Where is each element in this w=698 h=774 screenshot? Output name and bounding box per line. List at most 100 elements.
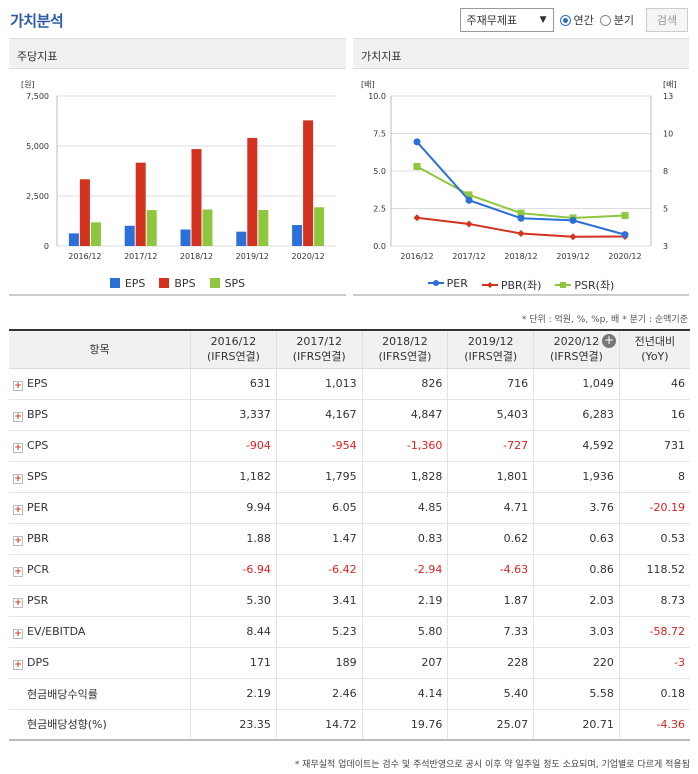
- table-cell: 4,847: [361, 399, 448, 431]
- table-cell: 4,167: [275, 399, 363, 431]
- x-tick-label: 2017/12: [124, 252, 157, 261]
- y-tick-label: 7,500: [26, 92, 49, 101]
- y-tick-label-right: 8: [663, 167, 668, 176]
- expand-plus-icon[interactable]: +: [13, 535, 23, 546]
- legend-label: PSR(좌): [574, 279, 615, 292]
- table-cell: 228: [447, 647, 534, 679]
- row-label[interactable]: + PCR: [9, 554, 191, 586]
- table-row: 현금배당수익률 2.19 2.46 4.14 5.40 5.58 0.18: [9, 678, 690, 710]
- y-tick-label-right: 3: [663, 242, 668, 251]
- table-cell: -727: [447, 430, 534, 462]
- table-cell: 4,592: [533, 430, 620, 462]
- row-label[interactable]: + PSR: [9, 585, 191, 617]
- legend-item[interactable]: PER: [427, 277, 468, 293]
- bar-eps: [236, 231, 247, 246]
- table-cell: 4.71: [447, 492, 534, 524]
- table-cell: 14.72: [275, 709, 363, 741]
- row-label[interactable]: + PBR: [9, 523, 191, 555]
- table-row: + EPS 631 1,013 826 716 1,049 46: [9, 368, 690, 400]
- table-cell: 5.23: [275, 616, 363, 648]
- legend-item[interactable]: PSR(좌): [555, 277, 614, 293]
- radio-annual-label: 연간: [573, 14, 594, 27]
- table-cell: 189: [275, 647, 363, 679]
- radio-quarter[interactable]: 분기: [599, 12, 634, 28]
- point-per: [569, 216, 577, 224]
- table-cell: 1,013: [275, 368, 363, 400]
- table-cell: 631: [190, 368, 277, 400]
- table-cell: -3: [618, 647, 690, 679]
- expand-plus-icon[interactable]: +: [13, 442, 23, 453]
- row-label-text: PSR: [27, 593, 49, 607]
- legend-label: BPS: [174, 277, 196, 290]
- expand-plus-icon[interactable]: +: [13, 411, 23, 422]
- row-label[interactable]: + EV/EBITDA: [9, 616, 191, 648]
- per-share-chart: [원] 7,500 5,000 2,500 0 2016/12 2017/12 2018/12…: [21, 80, 336, 261]
- row-label[interactable]: + DPS: [9, 647, 191, 679]
- value-legend: PER PBR(좌) PSR(좌): [353, 277, 689, 293]
- row-label[interactable]: + SPS: [9, 461, 191, 493]
- table-cell: -6.94: [190, 554, 277, 586]
- column-header: 2017/12 (IFRS연결): [275, 329, 363, 369]
- y-tick-label-right: 13: [663, 92, 673, 101]
- table-cell: 731: [618, 430, 690, 462]
- add-column-icon[interactable]: +: [602, 333, 616, 348]
- row-label[interactable]: + EPS: [9, 368, 191, 400]
- expand-plus-icon[interactable]: +: [13, 504, 23, 515]
- table-cell: 16: [618, 399, 690, 431]
- point-per: [413, 138, 421, 146]
- table-cell: 0.62: [447, 523, 534, 555]
- row-label[interactable]: + BPS: [9, 399, 191, 431]
- expand-plus-icon[interactable]: +: [13, 566, 23, 577]
- column-header: 전년대비 (YoY): [618, 329, 690, 369]
- statement-type-select[interactable]: 주재무제표 ▼: [459, 8, 554, 32]
- table-cell: -6.42: [275, 554, 363, 586]
- legend-marker-icon: [555, 282, 572, 288]
- column-header-line: 2018/12: [382, 335, 428, 349]
- table-cell: 826: [361, 368, 448, 400]
- table-cell: -4.63: [447, 554, 534, 586]
- value-title: 가치지표: [353, 39, 689, 69]
- table-cell: 9.94: [190, 492, 277, 524]
- bar-bps: [303, 120, 314, 246]
- legend-item[interactable]: SPS: [209, 277, 246, 290]
- bar-eps: [68, 233, 79, 246]
- legend-label: SPS: [224, 277, 246, 290]
- legend-label: PER: [446, 277, 468, 290]
- point-psr: [413, 163, 421, 170]
- table-cell: 0.63: [533, 523, 620, 555]
- controls: 주재무제표 ▼ 연간 분기 검색: [459, 8, 688, 32]
- expand-plus-icon[interactable]: +: [13, 597, 23, 608]
- row-label[interactable]: + PER: [9, 492, 191, 524]
- expand-plus-icon[interactable]: +: [13, 473, 23, 484]
- table-cell: 4.85: [361, 492, 448, 524]
- table-cell: 171: [190, 647, 277, 679]
- table-cell: 716: [447, 368, 534, 400]
- radio-annual[interactable]: 연간: [559, 12, 594, 28]
- table-cell: 1,801: [447, 461, 534, 493]
- legend-item[interactable]: BPS: [159, 277, 196, 290]
- expand-plus-icon[interactable]: +: [13, 628, 23, 639]
- y-tick-label-right: 5: [663, 205, 668, 214]
- table-cell: 46: [618, 368, 690, 400]
- table-cell: 20.71: [533, 709, 620, 741]
- row-label-text: PCR: [27, 562, 49, 576]
- expand-plus-icon[interactable]: +: [13, 380, 23, 391]
- table-cell: -20.19: [618, 492, 690, 524]
- search-button[interactable]: 검색: [646, 8, 688, 32]
- legend-item[interactable]: PBR(좌): [481, 277, 541, 293]
- table-cell: 220: [533, 647, 620, 679]
- expand-plus-icon[interactable]: +: [13, 659, 23, 670]
- column-header: 항목: [9, 329, 192, 369]
- value-table: 항목 2016/12 (IFRS연결) 2017/12 (IFRS연결) 2018/12(…: [9, 329, 690, 741]
- per-share-title: 주당지표: [9, 39, 346, 69]
- table-cell: 2.19: [190, 678, 277, 710]
- row-label-text: 현금배당수익률: [27, 687, 98, 701]
- x-tick-label: 2016/12: [68, 252, 101, 261]
- row-label[interactable]: + CPS: [9, 430, 191, 462]
- y-axis-label: [원]: [21, 80, 35, 89]
- table-cell: 2.03: [533, 585, 620, 617]
- bar-eps: [292, 225, 303, 246]
- legend-item[interactable]: EPS: [109, 277, 145, 290]
- row-label-text: 현금배당성향(%): [27, 718, 107, 732]
- table-cell: -58.72: [618, 616, 690, 648]
